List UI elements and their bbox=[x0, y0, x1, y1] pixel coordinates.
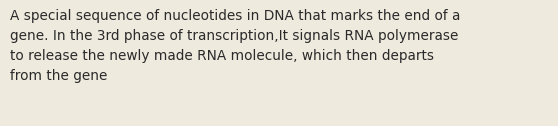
Text: A special sequence of nucleotides in DNA that marks the end of a
gene. In the 3r: A special sequence of nucleotides in DNA… bbox=[10, 9, 460, 83]
